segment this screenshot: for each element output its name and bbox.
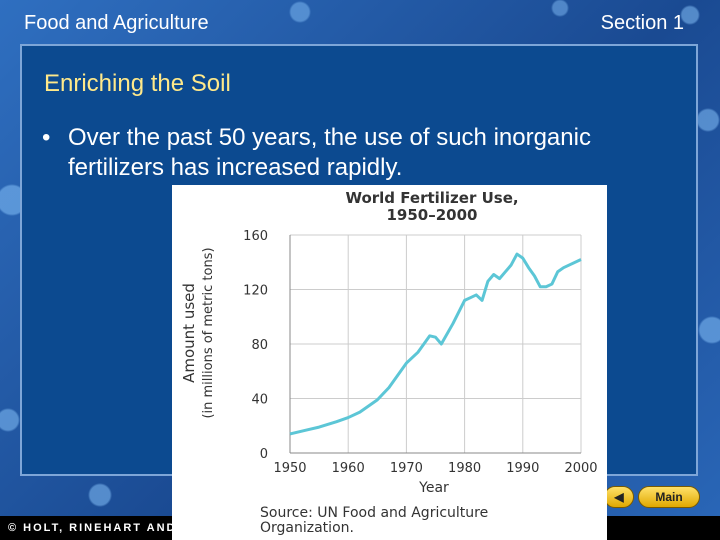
y-axis-label: (in millions of metric tons) <box>201 247 216 418</box>
source: Source: UN Food and Agriculture <box>260 505 488 521</box>
section-number: Section 1 <box>600 12 684 34</box>
main-button[interactable]: Main <box>638 486 700 508</box>
y-tick-label: 160 <box>243 229 268 244</box>
source: Organization. <box>260 520 354 536</box>
chart-title: World Fertilizer Use, <box>345 189 518 207</box>
chart: World Fertilizer Use, 1950–2000 Amount u… <box>172 185 607 540</box>
section-name: Food and Agriculture <box>24 12 209 34</box>
y-tick-label: 0 <box>260 447 268 462</box>
bullet-text: Over the past 50 years, the use of such … <box>42 123 598 183</box>
back-button[interactable]: ◀ <box>604 486 634 508</box>
x-tick-label: 1980 <box>448 461 481 476</box>
y-tick-label: 80 <box>251 338 268 353</box>
data-line <box>289 252 582 436</box>
y-tick-label: 120 <box>243 284 268 299</box>
y-axis-label: Amount used <box>180 283 198 383</box>
x-axis-label: Year <box>418 480 449 496</box>
y-tick-label: 40 <box>251 393 268 408</box>
x-tick-label: 1960 <box>332 461 365 476</box>
chart-subtitle: 1950–2000 <box>387 206 478 224</box>
x-tick-label: 1990 <box>506 461 539 476</box>
x-tick-label: 1970 <box>390 461 423 476</box>
slide-title: Enriching the Soil <box>44 70 231 97</box>
x-tick-label: 1950 <box>273 461 306 476</box>
x-tick-label: 2000 <box>564 461 597 476</box>
